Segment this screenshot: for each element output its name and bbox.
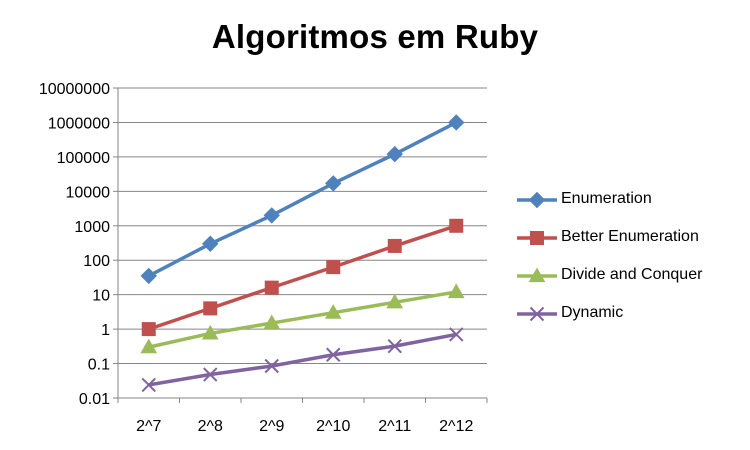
x-tick-label: 2^7 <box>136 418 161 435</box>
y-tick-label: 10 <box>92 288 110 305</box>
data-point <box>325 175 342 192</box>
x-marker-stroke <box>141 377 156 393</box>
legend-label: Divide and Conquer <box>561 266 703 283</box>
data-point <box>202 235 219 252</box>
data-point <box>141 377 156 393</box>
legend-item: Enumeration <box>515 182 745 220</box>
x-marker-stroke <box>529 306 545 322</box>
legend-swatch <box>517 267 557 283</box>
series-lines <box>140 114 465 393</box>
y-tick-label: 1000000 <box>48 115 110 132</box>
y-tick-label: 0.1 <box>88 357 110 374</box>
data-point <box>264 280 279 295</box>
axes <box>113 87 488 403</box>
data-point <box>324 304 342 319</box>
series-line <box>148 332 457 387</box>
data-point <box>203 367 218 382</box>
x-marker-stroke <box>387 338 402 354</box>
chart-title: Algoritmos em Ruby <box>211 18 539 55</box>
data-point <box>263 314 281 330</box>
x-tick-labels: 2^7 2^8 2^9 2^10 2^11 2^12 <box>136 418 473 435</box>
legend-swatch <box>517 306 557 322</box>
legend-item: Dynamic <box>515 296 745 334</box>
legend-marker <box>529 306 545 322</box>
series-line <box>148 224 457 331</box>
data-point <box>203 301 218 316</box>
x-tick-label: 2^10 <box>316 418 350 435</box>
y-tick-label: 100 <box>83 253 110 270</box>
gridlines <box>118 87 487 399</box>
x-marker-stroke <box>203 367 218 382</box>
data-point <box>386 145 403 163</box>
x-tick-label: 2^8 <box>198 418 223 435</box>
series-line <box>147 120 458 278</box>
x-tick-label: 2^12 <box>439 418 473 435</box>
data-point <box>326 260 341 275</box>
legend-item: Better Enumeration <box>515 220 745 258</box>
series-better-enumeration <box>141 218 464 337</box>
y-tick-label: 0.01 <box>79 391 110 408</box>
y-tick-label: 1000 <box>74 219 110 236</box>
legend-label: Enumeration <box>561 190 652 207</box>
x-marker-stroke <box>264 358 279 374</box>
data-point <box>449 218 464 233</box>
legend-swatch <box>517 231 557 245</box>
series-divide-and-conquer <box>140 283 465 354</box>
series-line <box>148 290 457 349</box>
data-point <box>326 347 341 362</box>
legend-item: Divide and Conquer <box>515 258 745 296</box>
series-enumeration <box>140 114 465 285</box>
data-point <box>386 293 404 309</box>
data-point <box>140 338 158 354</box>
y-tick-label: 10000000 <box>39 81 110 98</box>
data-point <box>201 324 219 340</box>
y-tick-label: 10000 <box>66 184 111 201</box>
data-point <box>141 322 156 337</box>
series-dynamic <box>141 327 464 393</box>
y-tick-labels: 0.01 0.1 1 10 100 1000 10000 100000 1000000 10000… <box>39 81 110 408</box>
y-tick-label: 1 <box>101 322 110 339</box>
x-marker-stroke <box>326 347 341 362</box>
x-tick-label: 2^11 <box>378 418 411 435</box>
data-point <box>140 267 157 285</box>
data-point <box>449 327 464 342</box>
legend-marker <box>528 191 546 209</box>
x-tick-label: 2^9 <box>259 418 284 435</box>
data-point <box>264 358 279 374</box>
legend-marker <box>528 267 546 283</box>
data-point <box>387 338 402 354</box>
data-point <box>387 238 402 253</box>
legend: Enumeration Better Enumeration Divide and … <box>515 182 745 334</box>
legend-swatch <box>517 191 557 209</box>
legend-label: Better Enumeration <box>561 228 699 245</box>
legend-label: Dynamic <box>561 304 624 321</box>
data-point <box>447 283 465 299</box>
x-marker-stroke <box>449 327 464 342</box>
data-point <box>263 207 280 224</box>
data-point <box>448 114 465 131</box>
y-tick-label: 100000 <box>57 150 110 167</box>
legend-marker <box>530 231 544 245</box>
